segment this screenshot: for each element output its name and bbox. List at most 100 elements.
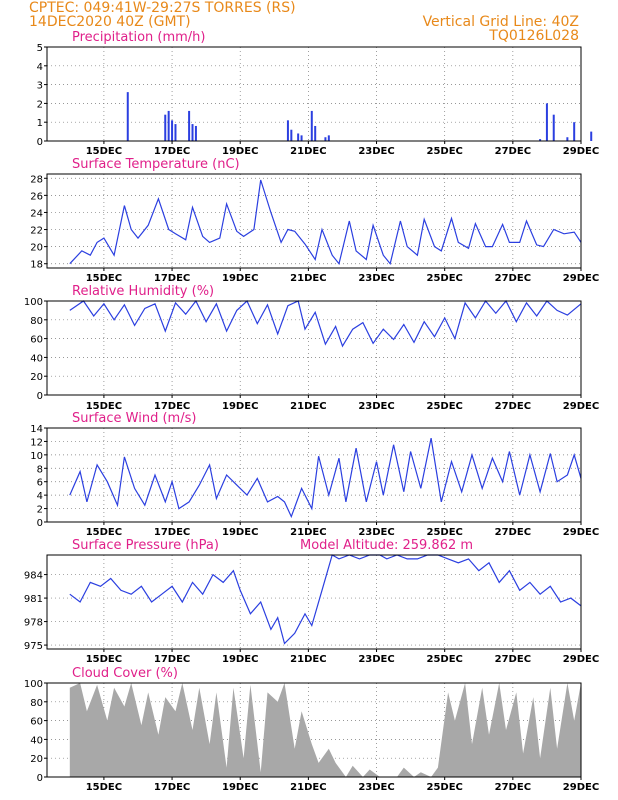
wind-plot-frame: [46, 427, 582, 523]
precip-bar: [310, 110, 313, 141]
wind-ytick: 14: [30, 424, 43, 435]
cloud-date-label: 15DEC: [86, 782, 122, 793]
pres-date-label: 23DEC: [358, 654, 394, 665]
rh-date-label: 15DEC: [86, 401, 122, 412]
pres-plot-frame: [46, 554, 582, 650]
pres-ytick: 978: [24, 618, 43, 629]
header-station: CPTEC: 049:41W-29:27S TORRES (RS): [29, 0, 296, 16]
precip-ytick: 1: [37, 118, 43, 129]
wind-date-label: 29DEC: [563, 527, 599, 538]
wind-date-label: 25DEC: [426, 527, 462, 538]
rh-ytick: 20: [30, 372, 43, 383]
temp-date-label: 17DEC: [154, 273, 190, 284]
temp-date-label: 19DEC: [222, 273, 258, 284]
precip-bar: [590, 131, 593, 141]
precip-bar: [300, 135, 303, 141]
pres-ytick: 984: [24, 571, 43, 582]
precip-title: Precipitation (mm/h): [72, 30, 205, 45]
pres-series-line: [69, 554, 582, 645]
wind-ytick: 6: [37, 478, 43, 489]
cloud-date-label: 21DEC: [290, 782, 326, 793]
precip-bar: [314, 125, 317, 141]
precip-ytick: 5: [37, 43, 43, 54]
cloud-title: Cloud Cover (%): [72, 666, 178, 681]
precip-date-label: 17DEC: [154, 146, 190, 157]
rh-title: Relative Humidity (%): [72, 284, 214, 299]
cloud-date-label: 19DEC: [222, 782, 258, 793]
wind-date-label: 17DEC: [154, 527, 190, 538]
precip-bar: [174, 124, 177, 141]
pres-date-label: 19DEC: [222, 654, 258, 665]
temp-ytick: 28: [30, 174, 43, 185]
wind-ytick: 4: [37, 491, 43, 502]
pres-ytick: 975: [24, 641, 43, 652]
wind-date-label: 23DEC: [358, 527, 394, 538]
temp-ytick: 18: [30, 260, 43, 271]
pres-date-label: 15DEC: [86, 654, 122, 665]
temp-title: Surface Temperature (nC): [72, 157, 240, 172]
precip-date-label: 27DEC: [495, 146, 531, 157]
header-datetime: 14DEC2020 40Z (GMT): [29, 14, 191, 30]
precip-date-label: 25DEC: [426, 146, 462, 157]
wind-date-label: 21DEC: [290, 527, 326, 538]
precip-bar: [171, 120, 174, 141]
cloud-ytick: 20: [30, 754, 43, 765]
precip-bar: [573, 122, 576, 141]
rh-date-label: 17DEC: [154, 401, 190, 412]
rh-date-label: 19DEC: [222, 401, 258, 412]
temp-date-label: 15DEC: [86, 273, 122, 284]
temp-date-label: 27DEC: [495, 273, 531, 284]
rh-series-line: [69, 299, 582, 348]
wind-title: Surface Wind (m/s): [72, 411, 196, 426]
precip-bar: [297, 133, 300, 141]
precip-bar: [164, 114, 167, 141]
precip-date-label: 21DEC: [290, 146, 326, 157]
cloud-cover-area: [69, 683, 582, 777]
rh-date-label: 23DEC: [358, 401, 394, 412]
pres-date-label: 17DEC: [154, 654, 190, 665]
rh-plot-frame: [46, 300, 582, 396]
temp-date-label: 21DEC: [290, 273, 326, 284]
cloud-plot-frame: [46, 682, 582, 778]
cloud-date-label: 25DEC: [426, 782, 462, 793]
precip-bar: [188, 110, 191, 141]
wind-date-label: 19DEC: [222, 527, 258, 538]
precip-bar: [327, 135, 330, 141]
rh-date-label: 21DEC: [290, 401, 326, 412]
temp-series-line: [69, 179, 582, 266]
cloud-ytick: 40: [30, 735, 43, 746]
rh-date-label: 29DEC: [563, 401, 599, 412]
precip-bar: [286, 120, 289, 141]
header-model-code: TQ0126L028: [488, 28, 579, 44]
pres-ytick: 981: [24, 594, 43, 605]
cloud-date-label: 23DEC: [358, 782, 394, 793]
wind-series-line: [69, 437, 582, 519]
rh-ytick: 100: [24, 297, 43, 308]
precip-date-label: 15DEC: [86, 146, 122, 157]
rh-date-label: 27DEC: [495, 401, 531, 412]
precip-bar: [194, 125, 197, 141]
precip-ytick: 2: [37, 99, 43, 110]
precip-date-label: 29DEC: [563, 146, 599, 157]
precip-ytick: 3: [37, 81, 43, 92]
cloud-date-label: 17DEC: [154, 782, 190, 793]
temp-date-label: 25DEC: [426, 273, 462, 284]
rh-date-label: 25DEC: [426, 401, 462, 412]
pres-date-label: 27DEC: [495, 654, 531, 665]
temp-plot-frame: [46, 173, 582, 269]
precip-bar: [167, 110, 170, 141]
wind-ytick: 2: [37, 505, 43, 516]
precip-ytick: 0: [37, 137, 43, 148]
cloud-ytick: 80: [30, 698, 43, 709]
pres-title: Surface Pressure (hPa): [72, 538, 219, 553]
cloud-date-label: 27DEC: [495, 782, 531, 793]
wind-ytick: 8: [37, 464, 43, 475]
temp-ytick: 22: [30, 226, 43, 237]
pres-annotation: Model Altitude: 259.862 m: [300, 538, 473, 553]
temp-ytick: 26: [30, 191, 43, 202]
precip-bar: [324, 137, 327, 141]
rh-ytick: 60: [30, 335, 43, 346]
precip-bar: [539, 139, 542, 141]
temp-ytick: 24: [30, 208, 43, 219]
temp-date-label: 29DEC: [563, 273, 599, 284]
